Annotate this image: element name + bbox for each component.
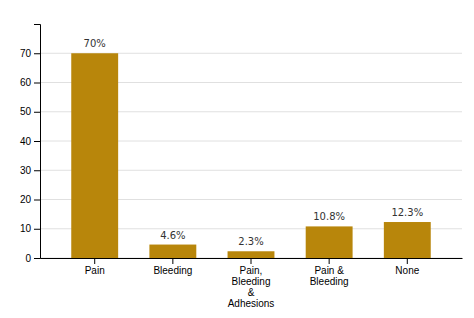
tick-label: Bleeding (153, 265, 192, 276)
tick: Pain &Bleeding (310, 258, 349, 287)
tick-mark (94, 258, 95, 264)
tick: 10 (20, 223, 40, 234)
bar (71, 53, 118, 258)
bars (71, 53, 430, 258)
data-label: 12.3% (391, 207, 423, 218)
tick: Bleeding (153, 258, 192, 276)
tick-mark (34, 112, 40, 113)
tick-label: Pain (85, 265, 105, 276)
tick-mark (34, 141, 40, 142)
axis-line (34, 25, 41, 259)
data-label: 70% (84, 38, 106, 49)
tick-label: 60 (20, 77, 32, 88)
bar (228, 251, 275, 258)
bar (149, 245, 196, 258)
plot: 0 10 20 30 40 50 60 70 Pain Bleeding Pain,Bleeding… (20, 25, 463, 310)
tick: Pain,Bleeding&Adhesions (228, 258, 275, 309)
tick-label: 10 (20, 223, 32, 234)
data-label: 10.8% (313, 211, 345, 222)
tick-mark (34, 200, 40, 201)
tick: 0 (25, 253, 40, 264)
tick: None (395, 258, 419, 276)
tick-label: 40 (20, 136, 32, 147)
tick-mark (34, 170, 40, 171)
tick-mark (407, 258, 408, 264)
tick-label: 20 (20, 194, 32, 205)
tick-label: 70 (20, 48, 32, 59)
y-axis: 0 10 20 30 40 50 60 70 (20, 25, 41, 264)
tick: 20 (20, 194, 40, 205)
tick: 30 (20, 165, 40, 176)
tick: 70 (20, 48, 40, 59)
tick-label: Pain &Bleeding (310, 265, 349, 287)
tick-label: 0 (25, 253, 31, 264)
tick: 40 (20, 136, 40, 147)
bar (306, 226, 353, 258)
tick-label: 30 (20, 165, 32, 176)
tick-mark (329, 258, 330, 264)
data-label: 4.6% (160, 230, 185, 241)
tick-mark (34, 53, 40, 54)
tick-label: Pain,Bleeding&Adhesions (228, 265, 275, 309)
tick-label: 50 (20, 106, 32, 117)
tick: 50 (20, 106, 40, 117)
chart: 0 10 20 30 40 50 60 70 Pain Bleeding Pain,Bleeding… (0, 0, 474, 318)
tick-mark (251, 258, 252, 264)
tick-label: None (395, 265, 419, 276)
tick-mark (34, 83, 40, 84)
tick-mark (172, 258, 173, 264)
tick-mark (34, 229, 40, 230)
tick: 60 (20, 77, 40, 88)
tick-mark (34, 258, 40, 259)
data-labels: 70% 4.6% 2.3% 10.8% 12.3% (84, 38, 424, 247)
x-axis: Pain Bleeding Pain,Bleeding&Adhesions Pain … (41, 258, 463, 309)
tick: Pain (85, 258, 105, 276)
grid (40, 53, 462, 258)
bar (384, 222, 431, 258)
data-label: 2.3% (238, 236, 263, 247)
